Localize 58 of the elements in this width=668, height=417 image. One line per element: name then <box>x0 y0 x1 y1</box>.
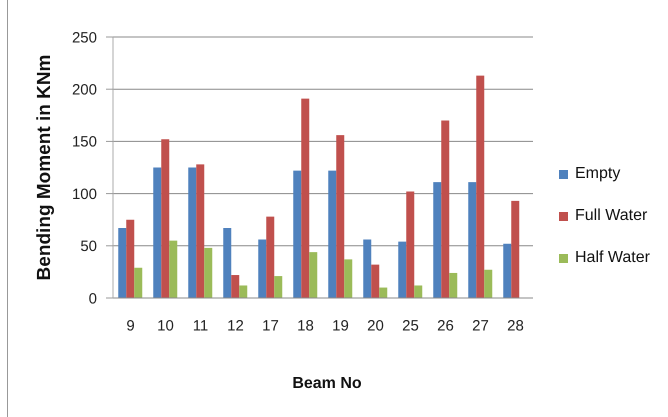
bar <box>126 220 134 298</box>
bar <box>161 139 170 298</box>
bar <box>328 170 336 298</box>
bar <box>196 164 204 298</box>
x-tick-label: 10 <box>157 318 174 335</box>
x-tick-label: 26 <box>437 318 454 335</box>
bar <box>379 288 388 298</box>
bar <box>239 285 248 298</box>
bar <box>336 135 344 298</box>
bar <box>476 76 484 298</box>
legend-label: Empty <box>575 165 620 183</box>
x-tick-label: 18 <box>297 318 314 335</box>
x-tick-label: 28 <box>507 318 524 335</box>
bar <box>266 216 274 298</box>
x-tick-label: 20 <box>367 318 384 335</box>
y-tick-label: 150 <box>72 134 97 151</box>
x-tick-label: 19 <box>332 318 349 335</box>
bar <box>301 98 310 298</box>
bar <box>134 268 142 298</box>
bar <box>449 272 458 298</box>
legend-label: Half Water <box>575 249 650 267</box>
y-tick-label: 250 <box>72 29 97 46</box>
y-tick-label: 0 <box>88 290 97 308</box>
bar <box>223 228 232 298</box>
bar <box>309 252 318 298</box>
x-tick-label: 25 <box>402 318 419 335</box>
y-tick-label: 50 <box>80 238 97 256</box>
bar <box>204 248 212 298</box>
y-tick-label: 200 <box>72 82 97 99</box>
bar <box>433 182 442 298</box>
bar <box>503 244 512 298</box>
bar <box>371 264 380 298</box>
bar <box>344 259 352 298</box>
bar <box>231 275 240 298</box>
bar <box>258 240 266 298</box>
bar <box>406 192 414 298</box>
x-tick-label: 27 <box>472 318 489 335</box>
legend-label: Full Water <box>575 207 648 225</box>
bar <box>511 200 520 298</box>
bar <box>274 276 282 298</box>
bar <box>169 240 178 298</box>
x-tick-label: 12 <box>227 318 244 335</box>
bar <box>441 120 450 298</box>
x-axis-title: Beam No <box>292 374 362 392</box>
bar <box>363 240 372 298</box>
bar <box>468 182 476 298</box>
bar <box>293 170 302 298</box>
bar <box>484 270 492 298</box>
bar <box>414 285 422 298</box>
x-tick-label: 9 <box>126 318 135 335</box>
bar <box>153 168 162 298</box>
bar <box>398 242 406 298</box>
y-axis-title: Bending Moment in KNm <box>34 54 54 280</box>
x-tick-label: 11 <box>192 318 208 335</box>
x-tick-label: 17 <box>262 318 279 335</box>
bar <box>188 168 196 298</box>
y-tick-label: 100 <box>72 186 97 203</box>
bar <box>118 228 126 298</box>
